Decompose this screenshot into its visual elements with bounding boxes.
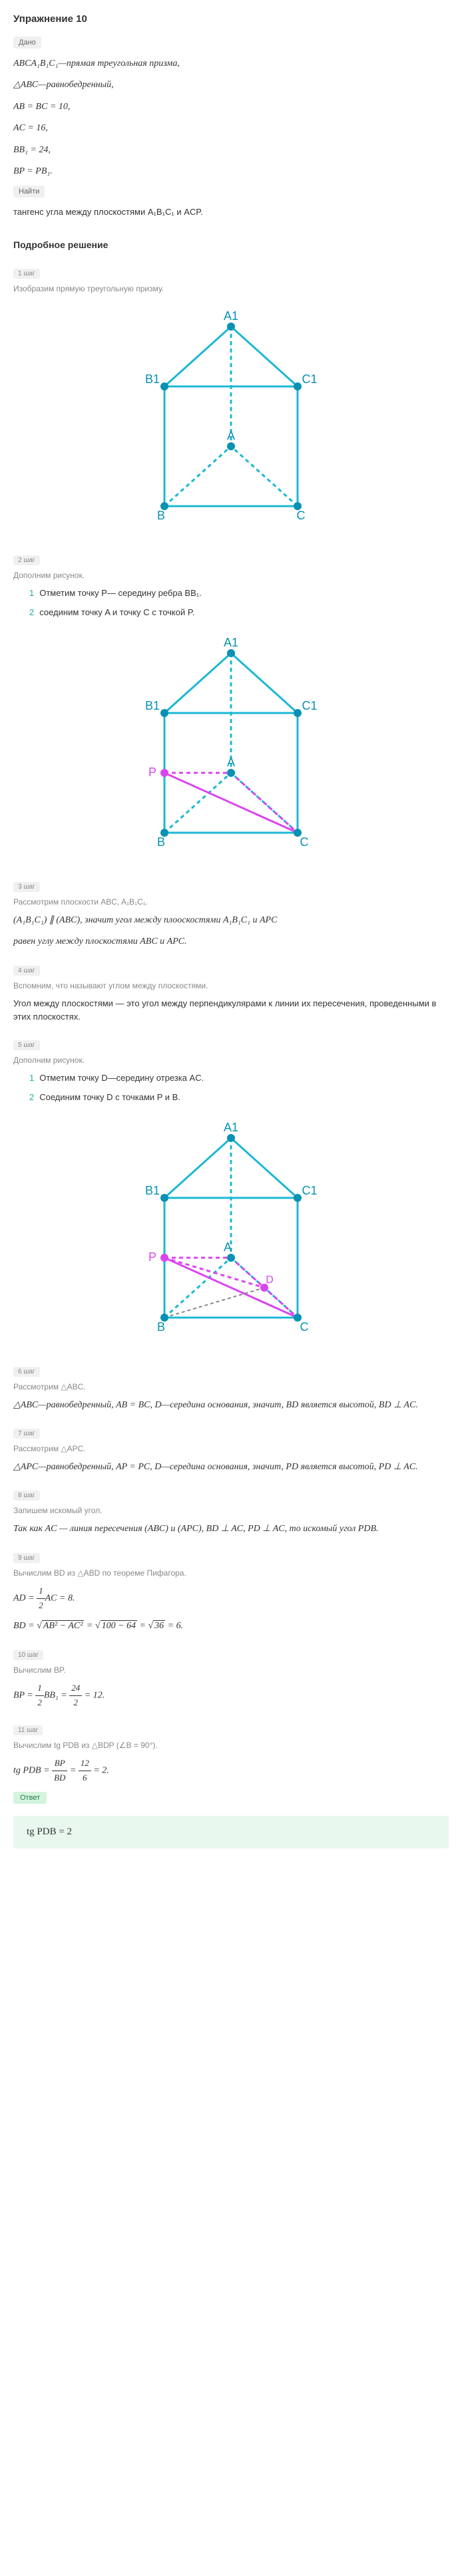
svg-text:C: C xyxy=(300,1320,309,1334)
svg-text:P: P xyxy=(148,766,156,779)
step-text: Рассмотрим плоскости ABC, A₁B₁C₁. xyxy=(13,897,449,907)
list-item: 1 Отметим точку P— середину ребра BB₁. xyxy=(29,587,449,601)
prism-figure-2: A1 B1 C1 A B C P xyxy=(124,633,338,859)
step-text: Угол между плоскостями — это угол между … xyxy=(13,997,449,1025)
svg-text:B: B xyxy=(157,835,165,849)
svg-text:B1: B1 xyxy=(145,699,160,712)
list-number: 1 xyxy=(29,1073,34,1083)
svg-text:C1: C1 xyxy=(302,1184,317,1197)
step-text: Рассмотрим △ABC. xyxy=(13,1382,449,1391)
given-line: AC = 16, xyxy=(13,121,449,136)
prism-figure-1: A1 B1 C1 A B C xyxy=(124,307,338,533)
list-item: 1 Отметим точку D—середину отрезка AC. xyxy=(29,1072,449,1085)
svg-text:A: A xyxy=(227,756,235,769)
step-text: Вычислим BP. xyxy=(13,1665,449,1675)
svg-text:C: C xyxy=(300,835,309,849)
step-badge: 6 шаг xyxy=(13,1367,40,1377)
step-badge: 3 шаг xyxy=(13,882,40,892)
svg-text:B: B xyxy=(157,1320,165,1334)
step-text: Дополним рисунок. xyxy=(13,571,449,580)
svg-text:A: A xyxy=(224,1240,232,1254)
solution-title: Подробное решение xyxy=(13,239,449,250)
answer-box: tg PDB = 2 xyxy=(13,1816,449,1848)
step-text: △ABC—равнобедренный, AB = BC, D—середина… xyxy=(13,1398,449,1413)
step-text: Рассмотрим △APC. xyxy=(13,1444,449,1453)
step-text: Вычислим BD из △ABD по теореме Пифагора. xyxy=(13,1568,449,1578)
formula: BP = 12BB₁ = 242 = 12. xyxy=(13,1681,449,1710)
step-badge: 8 шаг xyxy=(13,1491,40,1501)
list-number: 1 xyxy=(29,588,34,598)
step-badge: 11 шаг xyxy=(13,1725,43,1735)
formula: tg PDB = BPBD = 126 = 2. xyxy=(13,1757,449,1785)
given-line: △ABC—равнобедренный, xyxy=(13,78,449,92)
step-text: Вычислим tg PDB из △BDP (∠B = 90°). xyxy=(13,1741,449,1750)
list-item: 2 Соединим точку D с точками P и B. xyxy=(29,1091,449,1105)
find-text: тангенс угла между плоскостями A₁B₁C₁ и … xyxy=(13,206,449,219)
step-badge: 5 шаг xyxy=(13,1040,40,1050)
list-number: 2 xyxy=(29,607,34,617)
svg-text:C1: C1 xyxy=(302,699,317,712)
given-line: BB₁ = 24, xyxy=(13,143,449,158)
step-text: △APC—равнобедренный, AP = PC, D—середина… xyxy=(13,1460,449,1475)
formula: BD = √AB² − AC² = √100 − 64 = √36 = 6. xyxy=(13,1619,449,1634)
step-text: Так как AC — линия пересечения (ABC) и (… xyxy=(13,1522,449,1536)
step-text: равен углу между плоскостями ABC и APC. xyxy=(13,934,449,949)
step-text: Дополним рисунок. xyxy=(13,1056,449,1065)
step-text: Запишем искомый угол. xyxy=(13,1506,449,1515)
list-text: Отметим точку P— середину ребра BB₁. xyxy=(39,588,202,598)
list-text: соединим точку A и точку C с точкой P. xyxy=(39,607,194,617)
step-badge: 1 шаг xyxy=(13,269,40,279)
formula: AD = 12AC = 8. xyxy=(13,1584,449,1613)
svg-text:A1: A1 xyxy=(224,636,238,649)
given-line: BP = PB₁. xyxy=(13,164,449,179)
svg-text:C1: C1 xyxy=(302,372,317,386)
step-badge: 9 шаг xyxy=(13,1553,40,1563)
svg-text:B1: B1 xyxy=(145,372,160,386)
svg-text:D: D xyxy=(266,1274,274,1286)
step-badge: 10 шаг xyxy=(13,1650,43,1660)
svg-text:A: A xyxy=(227,429,235,442)
given-line: ABCA₁B₁C₁—прямая треугольная призма, xyxy=(13,57,449,71)
step-badge: 2 шаг xyxy=(13,555,40,565)
list-item: 2 соединим точку A и точку C с точкой P. xyxy=(29,606,449,620)
list-text: Отметим точку D—середину отрезка AC. xyxy=(39,1073,204,1083)
svg-text:B1: B1 xyxy=(145,1184,160,1197)
prism-figure-3: A1 B1 C1 A B C P D xyxy=(124,1118,338,1344)
answer-badge: Ответ xyxy=(13,1792,47,1804)
step-badge: 4 шаг xyxy=(13,966,40,976)
exercise-title: Упражнение 10 xyxy=(13,13,449,25)
step-text: Вспомним, что называют углом между плоск… xyxy=(13,981,449,990)
step-badge: 7 шаг xyxy=(13,1429,40,1439)
step-text: (A₁B₁C₁) ∥ (ABC), значит угол между плоо… xyxy=(13,913,449,928)
svg-text:B: B xyxy=(157,509,165,522)
svg-text:A1: A1 xyxy=(224,1121,238,1134)
given-line: AB = BC = 10, xyxy=(13,100,449,114)
find-badge: Найти xyxy=(13,186,45,198)
step-text: Изобразим прямую треугольную призму. xyxy=(13,284,449,293)
list-number: 2 xyxy=(29,1092,34,1102)
svg-text:C: C xyxy=(297,509,306,522)
svg-text:P: P xyxy=(148,1250,156,1264)
list-text: Соединим точку D с точками P и B. xyxy=(39,1092,180,1102)
svg-text:A1: A1 xyxy=(224,309,238,323)
given-badge: Дано xyxy=(13,37,41,49)
